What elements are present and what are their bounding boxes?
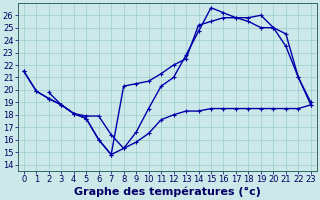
X-axis label: Graphe des températures (°c): Graphe des températures (°c) (74, 187, 261, 197)
